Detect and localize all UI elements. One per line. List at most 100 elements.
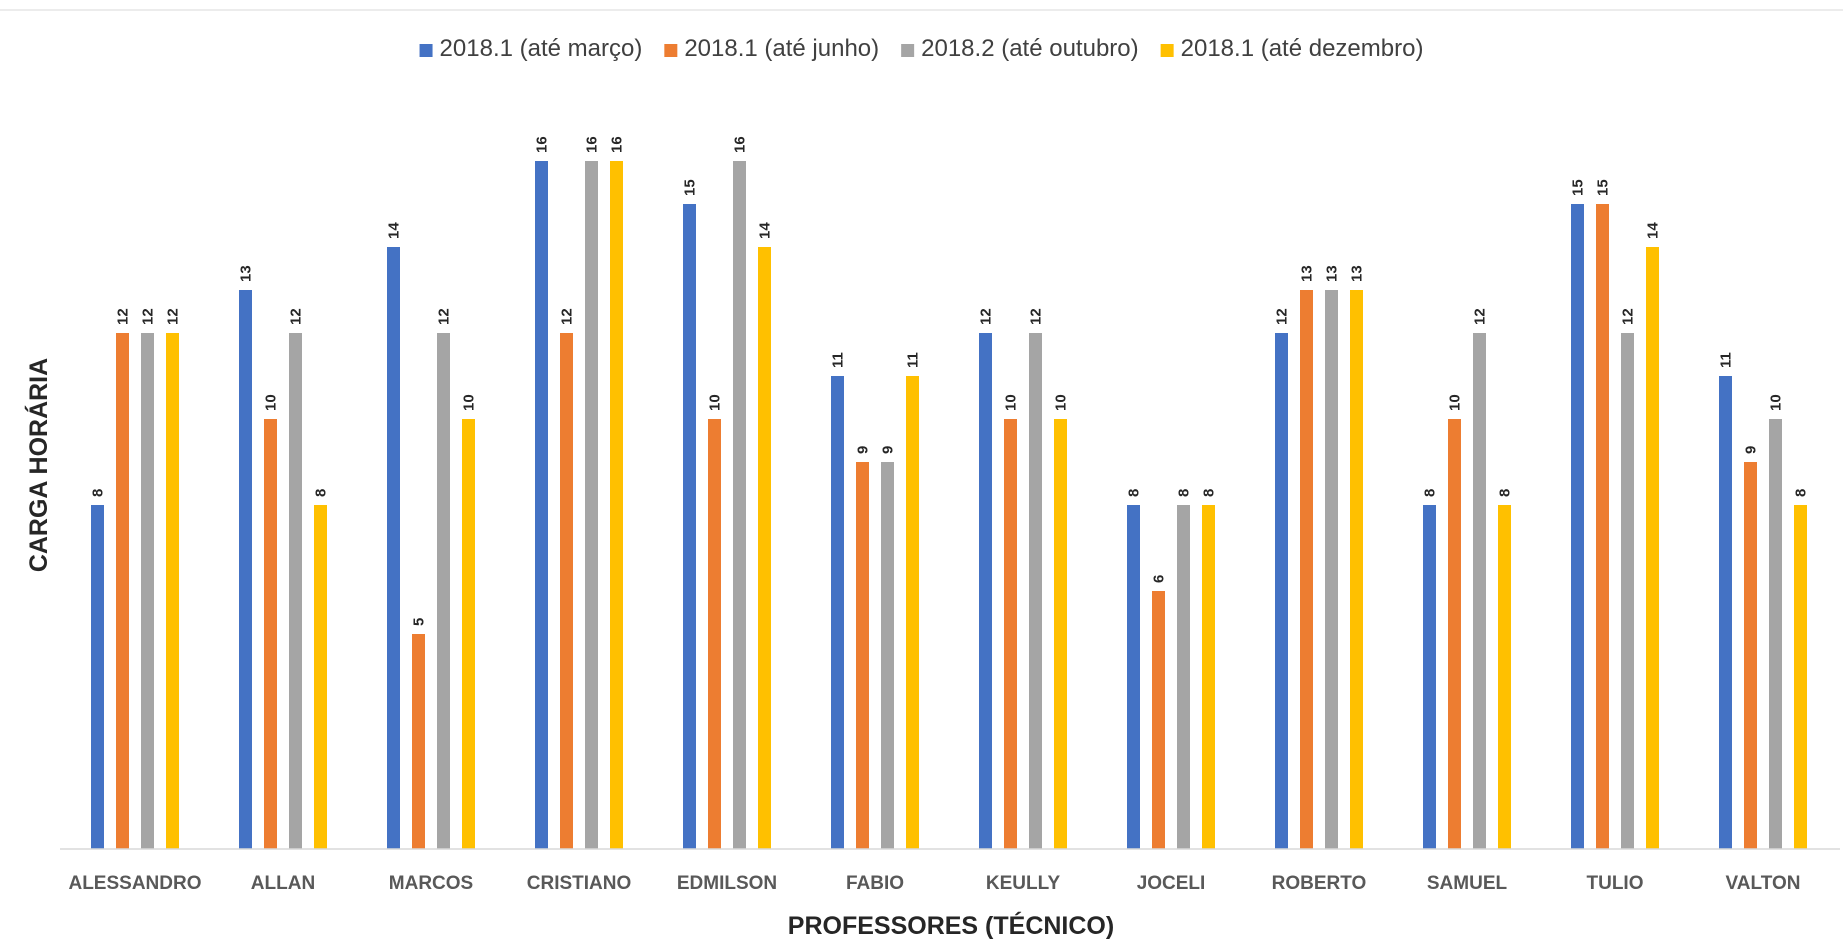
- bar-alessandro-s2: [116, 333, 129, 849]
- data-label-roberto-s2: 13: [1299, 265, 1316, 282]
- bar-joceli-s1: [1127, 505, 1140, 849]
- legend-swatch-3: [901, 44, 915, 57]
- data-label-keully-s2: 10: [1003, 394, 1020, 411]
- bar-tulio-s1: [1571, 204, 1584, 849]
- data-label-keully-s4: 10: [1053, 394, 1070, 411]
- bar-keully-s4: [1054, 419, 1067, 849]
- data-label-allan-s2: 10: [263, 394, 280, 411]
- data-label-marcos-s2: 5: [411, 618, 428, 626]
- bar-tulio-s2: [1596, 204, 1609, 849]
- x-tick-label-fabio: FABIO: [846, 873, 904, 894]
- bar-edmilson-s1: [683, 204, 696, 849]
- bar-cristiano-s4: [610, 161, 623, 849]
- data-label-cristiano-s3: 16: [584, 136, 601, 153]
- bar-samuel-s1: [1423, 505, 1436, 849]
- data-label-roberto-s4: 13: [1349, 265, 1366, 282]
- bar-tulio-s3: [1621, 333, 1634, 849]
- x-tick-label-alessandro: ALESSANDRO: [68, 873, 201, 894]
- bar-marcos-s4: [462, 419, 475, 849]
- bar-roberto-s4: [1350, 290, 1363, 849]
- data-label-keully-s1: 12: [978, 308, 995, 325]
- bar-alessandro-s4: [166, 333, 179, 849]
- data-label-allan-s4: 8: [313, 489, 330, 497]
- bar-tulio-s4: [1646, 247, 1659, 849]
- data-label-edmilson-s1: 15: [682, 179, 699, 196]
- bar-valton-s4: [1794, 505, 1807, 849]
- legend-label-1: 2018.1 (até março): [440, 35, 643, 62]
- y-axis-title: CARGA HORÁRIA: [24, 358, 53, 572]
- bar-cristiano-s2: [560, 333, 573, 849]
- x-tick-label-marcos: MARCOS: [389, 873, 473, 894]
- data-label-samuel-s1: 8: [1422, 489, 1439, 497]
- data-label-tulio-s1: 15: [1570, 179, 1587, 196]
- data-label-allan-s1: 13: [238, 265, 255, 282]
- bar-alessandro-s1: [91, 505, 104, 849]
- data-label-marcos-s1: 14: [386, 222, 403, 239]
- x-tick-labels: ALESSANDRO ALLAN MARCOS CRISTIANO EDMILSON FA…: [68, 873, 1800, 894]
- data-label-alessandro-s3: 12: [140, 308, 157, 325]
- bar-valton-s2: [1744, 462, 1757, 849]
- data-label-joceli-s3: 8: [1176, 489, 1193, 497]
- data-label-samuel-s2: 10: [1447, 394, 1464, 411]
- data-label-samuel-s4: 8: [1497, 489, 1514, 497]
- bar-keully-s2: [1004, 419, 1017, 849]
- bar-roberto-s2: [1300, 290, 1313, 849]
- data-label-edmilson-s3: 16: [732, 136, 749, 153]
- bar-valton-s3: [1769, 419, 1782, 849]
- data-label-valton-s3: 10: [1768, 394, 1785, 411]
- data-label-allan-s3: 12: [288, 308, 305, 325]
- x-tick-label-edmilson: EDMILSON: [677, 873, 777, 894]
- bar-joceli-s4: [1202, 505, 1215, 849]
- legend-item-4: 2018.1 (até dezembro): [1160, 35, 1424, 62]
- legend-swatch-2: [664, 44, 678, 57]
- legend-label-3: 2018.2 (até outubro): [921, 35, 1139, 62]
- data-label-fabio-s2: 9: [855, 446, 872, 454]
- bar-samuel-s4: [1498, 505, 1511, 849]
- data-label-alessandro-s4: 12: [165, 308, 182, 325]
- bar-marcos-s3: [437, 333, 450, 849]
- data-label-tulio-s4: 14: [1645, 222, 1662, 239]
- bar-joceli-s3: [1177, 505, 1190, 849]
- x-tick-label-valton: VALTON: [1726, 873, 1801, 894]
- x-tick-label-roberto: ROBERTO: [1272, 873, 1367, 894]
- bar-roberto-s3: [1325, 290, 1338, 849]
- legend-item-2: 2018.1 (até junho): [664, 35, 879, 62]
- x-tick-label-cristiano: CRISTIANO: [527, 873, 632, 894]
- legend-label-2: 2018.1 (até junho): [684, 35, 879, 62]
- data-label-roberto-s3: 13: [1324, 265, 1341, 282]
- bar-joceli-s2: [1152, 591, 1165, 849]
- bar-valton-s1: [1719, 376, 1732, 849]
- bars-group: [91, 161, 1807, 849]
- data-label-alessandro-s2: 12: [115, 308, 132, 325]
- data-label-alessandro-s1: 8: [90, 489, 107, 497]
- bar-edmilson-s4: [758, 247, 771, 849]
- legend-label-4: 2018.1 (até dezembro): [1181, 35, 1424, 62]
- data-label-joceli-s2: 6: [1151, 575, 1168, 583]
- bar-samuel-s2: [1448, 419, 1461, 849]
- x-tick-label-allan: ALLAN: [251, 873, 315, 894]
- x-axis-title: PROFESSORES (TÉCNICO): [788, 911, 1114, 940]
- legend-swatch-4: [1160, 44, 1174, 57]
- legend-swatch-1: [419, 44, 433, 57]
- data-label-keully-s3: 12: [1028, 308, 1045, 325]
- data-label-cristiano-s4: 16: [609, 136, 626, 153]
- data-label-fabio-s3: 9: [880, 446, 897, 454]
- bar-marcos-s1: [387, 247, 400, 849]
- legend: 2018.1 (até março) 2018.1 (até junho) 2018…: [419, 35, 1424, 62]
- legend-item-1: 2018.1 (até março): [419, 35, 643, 62]
- data-label-valton-s2: 9: [1743, 446, 1760, 454]
- data-label-roberto-s1: 12: [1274, 308, 1291, 325]
- bar-marcos-s2: [412, 634, 425, 849]
- x-tick-label-samuel: SAMUEL: [1427, 873, 1508, 894]
- bar-keully-s3: [1029, 333, 1042, 849]
- x-tick-label-joceli: JOCELI: [1137, 873, 1206, 894]
- bar-fabio-s2: [856, 462, 869, 849]
- data-label-tulio-s2: 15: [1595, 179, 1612, 196]
- data-label-valton-s4: 8: [1793, 489, 1810, 497]
- bar-fabio-s1: [831, 376, 844, 849]
- data-label-tulio-s3: 12: [1620, 308, 1637, 325]
- bar-allan-s3: [289, 333, 302, 849]
- bar-roberto-s1: [1275, 333, 1288, 849]
- x-tick-label-keully: KEULLY: [986, 873, 1061, 894]
